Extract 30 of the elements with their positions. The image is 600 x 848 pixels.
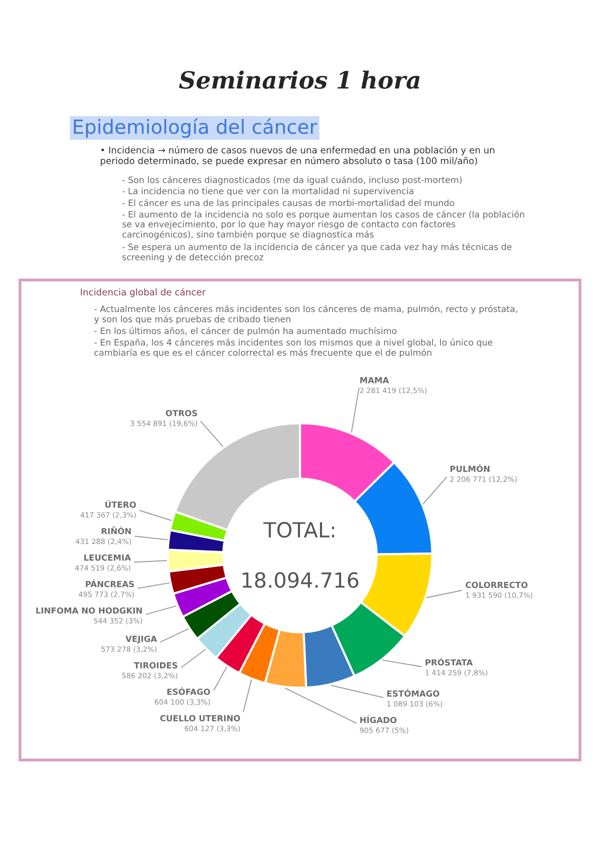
text: TOTAL: xyxy=(263,522,334,538)
text: - En España, los 4 cánceres más incidentes son los mismos que a nivel global, lo único que cambiaría es que es el cáncer colorrectal es más frecuente que el de pulmón xyxy=(94,338,492,358)
slice-label: RIÑÓN xyxy=(102,526,131,534)
slice-label: ÚTERO xyxy=(105,500,136,508)
slice-label: PRÓSTATA xyxy=(426,658,473,666)
text: • Incidencia → número de casos nuevos de una enfermedad en una población y en un periodo determinado, se puede expresar en número absoluto o tasa (100 mil/año) xyxy=(100,146,494,166)
text: - El cáncer es una de las principales causas de morbi-mortalidad del mundo xyxy=(122,199,454,208)
slice-label: VEJIGA xyxy=(125,636,158,644)
text: - En los últimos años, el cáncer de pulmón ha aumentado muchísimo xyxy=(94,327,396,336)
slice-label: LEUCEMIA xyxy=(84,554,131,561)
slice-label: TIROIDES xyxy=(134,662,178,668)
slice-label: HÍGADO xyxy=(360,715,396,724)
text: Incidencia global de cáncer xyxy=(80,288,206,298)
slice-label: PULMÓN xyxy=(450,464,490,472)
text: 18.094.716 xyxy=(242,572,358,588)
text: - Se espera un aumento de la incidencia de cáncer ya que cada vez hay más técnicas de screening y de detección precoz xyxy=(122,243,512,262)
text: - El aumento de la incidencia no solo es porque aumentan los casos de cáncer (la población se va envejecimiento, por lo que hay mayor riesgo de contacto con factores carcinogénicos), sino también porque se diagnostica más xyxy=(122,210,524,240)
slice-label: COLORRECTO xyxy=(466,582,528,588)
slice-label: ESTÓMAGO xyxy=(387,688,440,697)
text: - Son los cánceres diagnosticados (me da igual cuándo, incluso post-mortem) xyxy=(122,176,462,185)
slice-label: ESÓFAGO xyxy=(167,687,210,695)
chart-title: Seminarios 1 hora xyxy=(179,70,420,89)
slice-label: PÁNCREAS xyxy=(86,579,134,588)
text: - Actualmente los cánceres más incidentes son los cánceres de mama, pulmón, recto y próstata, y son los que más pruebas de cribado tienen xyxy=(94,305,518,324)
slice-label: MAMA xyxy=(360,377,389,384)
chart-subtitle: Epidemiología del cáncer xyxy=(74,118,318,138)
slice-label: LINFOMA NO HODGKIN xyxy=(36,607,142,614)
slice-label: CUELLO UTERINO xyxy=(160,715,240,722)
text: - La incidencia no tiene que ver con la mortalidad ni supervivencia xyxy=(122,188,414,196)
slice-label: OTROS xyxy=(166,410,198,416)
